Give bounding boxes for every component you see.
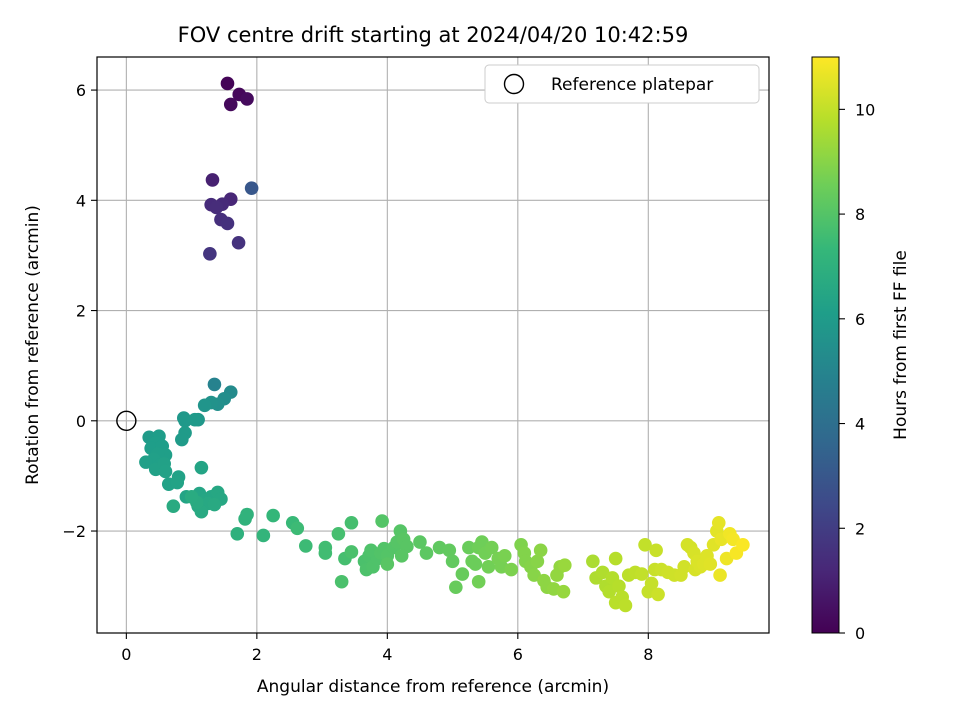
scatter-point bbox=[586, 554, 600, 569]
scatter-point bbox=[344, 545, 359, 559]
scatter-point bbox=[533, 543, 548, 558]
scatter-point bbox=[484, 540, 499, 555]
reference-platepar-marker bbox=[116, 410, 137, 431]
scatter-point bbox=[612, 579, 626, 593]
scatter-point bbox=[644, 576, 659, 591]
scatter-point bbox=[207, 377, 222, 392]
y-tick-label: 6 bbox=[76, 81, 86, 100]
scatter-point bbox=[608, 551, 623, 566]
scatter-point bbox=[158, 464, 173, 479]
scatter-point bbox=[649, 543, 663, 558]
scatter-point bbox=[449, 580, 463, 595]
scatter-point bbox=[188, 412, 202, 427]
scatter-point bbox=[223, 97, 238, 112]
scatter-point bbox=[497, 549, 512, 563]
scatter-point bbox=[419, 546, 434, 560]
scatter-point bbox=[197, 398, 212, 413]
scatter-point bbox=[170, 475, 185, 490]
scatter-point bbox=[677, 560, 691, 574]
scatter-point bbox=[703, 557, 718, 571]
scatter-point bbox=[240, 507, 254, 522]
scatter-point bbox=[207, 497, 222, 512]
colorbar-tick-label: 8 bbox=[855, 205, 865, 224]
scatter-point bbox=[203, 246, 217, 261]
scatter-point bbox=[244, 181, 259, 195]
scatter-point bbox=[194, 460, 209, 475]
colorbar-tick-label: 0 bbox=[855, 624, 865, 643]
colorbar-label: Hours from first FF file bbox=[891, 250, 911, 440]
legend: Reference platepar bbox=[484, 64, 760, 104]
scatter-point bbox=[462, 540, 476, 555]
scatter-point bbox=[468, 557, 483, 571]
scatter-point bbox=[736, 538, 750, 552]
colorbar-tick-label: 2 bbox=[855, 519, 865, 538]
colorbar-tick-label: 4 bbox=[855, 415, 865, 434]
x-tick-label: 6 bbox=[513, 645, 523, 664]
scatter-point bbox=[504, 562, 519, 577]
plot-frame bbox=[96, 56, 770, 634]
scatter-point bbox=[344, 515, 359, 530]
scatter-point bbox=[184, 490, 199, 504]
legend-marker-reference bbox=[503, 73, 525, 95]
scatter-point bbox=[394, 549, 409, 563]
y-axis-label: Rotation from reference (arcmin) bbox=[23, 205, 43, 485]
y-ticks: −2 0 2 4 6 bbox=[62, 81, 97, 541]
scatter-point bbox=[220, 216, 235, 231]
scatter-point bbox=[175, 432, 189, 447]
x-ticks: 0 2 4 6 8 bbox=[121, 633, 653, 664]
scatter-point bbox=[380, 557, 395, 571]
scatter-point bbox=[256, 528, 271, 543]
scatter-point bbox=[442, 543, 457, 558]
scatter-point bbox=[240, 92, 254, 106]
scatter-point bbox=[231, 235, 246, 250]
scatter-point bbox=[413, 535, 427, 549]
x-tick-label: 0 bbox=[121, 645, 131, 664]
x-axis-label: Angular distance from reference (arcmin) bbox=[257, 677, 609, 697]
scatter-point bbox=[205, 173, 220, 187]
chart-title: FOV centre drift starting at 2024/04/20 … bbox=[178, 23, 689, 47]
scatter-point bbox=[455, 567, 470, 581]
scatter-point bbox=[290, 521, 305, 536]
scatter-point bbox=[530, 554, 545, 569]
x-tick-label: 4 bbox=[382, 645, 392, 664]
scatter-point bbox=[638, 538, 652, 552]
scatter-point bbox=[471, 574, 486, 589]
x-tick-label: 8 bbox=[643, 645, 653, 664]
x-tick-label: 2 bbox=[252, 645, 262, 664]
scatter-point bbox=[556, 584, 571, 599]
legend-label-reference: Reference platepar bbox=[551, 75, 713, 95]
y-tick-label: 2 bbox=[76, 302, 86, 321]
scatter-point bbox=[220, 76, 235, 91]
scatter-point bbox=[375, 514, 389, 528]
scatter-point bbox=[634, 567, 649, 581]
colorbar-tick-label: 10 bbox=[855, 100, 875, 119]
colorbar bbox=[811, 56, 840, 634]
scatter-point bbox=[445, 554, 460, 569]
scatter-point bbox=[713, 568, 727, 582]
scatter-point bbox=[166, 499, 181, 514]
scatter-point bbox=[298, 539, 313, 553]
data-points bbox=[116, 76, 750, 613]
scatter-point bbox=[266, 508, 280, 523]
scatter-point bbox=[209, 200, 224, 215]
scatter-point bbox=[481, 560, 496, 574]
scatter-point bbox=[230, 526, 245, 541]
legend-box bbox=[484, 64, 760, 104]
scatter-point bbox=[557, 558, 572, 573]
scatter-point bbox=[318, 546, 333, 560]
scatter-point bbox=[331, 526, 346, 541]
scatter-point bbox=[618, 598, 633, 613]
scatter-point bbox=[651, 587, 665, 602]
y-tick-label: 0 bbox=[76, 412, 86, 431]
y-tick-label: 4 bbox=[76, 191, 86, 210]
scatter-point bbox=[139, 455, 153, 469]
scatter-point bbox=[711, 515, 726, 530]
scatter-point bbox=[334, 574, 349, 589]
y-tick-label: −2 bbox=[62, 522, 86, 541]
colorbar-tick-label: 6 bbox=[855, 310, 865, 329]
colorbar-ticks: 0 2 4 6 8 10 bbox=[839, 100, 875, 643]
